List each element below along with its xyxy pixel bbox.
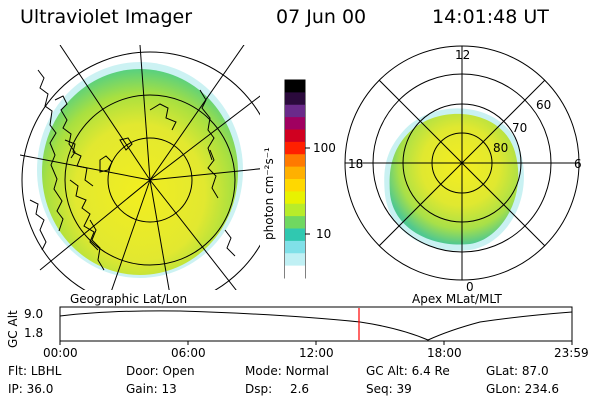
info-glat: GLat: 87.0 <box>486 364 549 378</box>
info-flt: Flt: LBHL <box>8 364 62 378</box>
colorbar-stripe <box>285 141 305 155</box>
info-mode: Mode: Normal <box>245 364 329 378</box>
colorbar-stripe <box>285 203 305 217</box>
colorbar-stripe <box>285 240 305 254</box>
meridian-lines <box>20 45 260 290</box>
info-dsp: Dsp: 2.6 <box>245 382 310 396</box>
altitude-axis-label: GC Alt <box>6 310 20 348</box>
altitude-ytick-9: 9.0 <box>24 307 44 321</box>
coastlines <box>29 69 236 271</box>
info-glon: GLon: 234.6 <box>486 382 559 396</box>
altitude-ytick-1.8: 1.8 <box>24 326 44 340</box>
colorbar-tick-10: 10 <box>316 227 332 241</box>
info-gc-alt: GC Alt: 6.4 Re <box>366 364 450 378</box>
date-label: 07 Jun 00 <box>276 6 367 28</box>
geographic-map <box>20 45 260 290</box>
colorbar-stripe <box>285 265 305 279</box>
mlt-label-18: 18 <box>348 157 364 171</box>
colorbar-tick-100: 100 <box>313 141 336 155</box>
colorbar <box>284 79 310 279</box>
time-label: 14:01:48 UT <box>432 6 549 28</box>
colorbar-stripe <box>285 228 305 242</box>
info-ip: IP: 36.0 <box>8 382 54 396</box>
info-door: Door: Open <box>126 364 195 378</box>
mlat-label-70: 70 <box>512 121 528 135</box>
latitude-circle <box>64 94 236 266</box>
colorbar-stripe <box>285 117 305 130</box>
colorbar-stripe <box>285 191 305 205</box>
colorbar-stripe <box>285 92 305 106</box>
app-title: Ultraviolet Imager <box>20 6 193 28</box>
latitude-circle <box>21 51 260 290</box>
colorbar-unit-label: photon cm⁻²s⁻¹ <box>262 147 276 240</box>
mlt-label-6: 6 <box>574 157 582 171</box>
colorbar-stripe <box>285 80 305 93</box>
altitude-curve <box>59 310 573 341</box>
info-gain: Gain: 13 <box>126 382 177 396</box>
colorbar-stripe <box>285 253 305 267</box>
latitude-circle <box>107 137 193 223</box>
mlat-label-80: 80 <box>493 141 509 155</box>
time-tick-2359: 23:59 <box>554 346 589 360</box>
colorbar-stripe <box>285 129 305 143</box>
colorbar-stripe <box>285 166 305 180</box>
colorbar-stripe <box>285 179 305 192</box>
time-tick-1200: 12:00 <box>299 346 334 360</box>
info-seq: Seq: 39 <box>366 382 412 396</box>
left-map-caption: Geographic Lat/Lon <box>70 292 188 306</box>
mlt-label-12: 12 <box>455 48 471 62</box>
colorbar-stripe <box>285 216 305 229</box>
mlt-label-0: 0 <box>466 280 474 294</box>
magnetic-polar-map <box>344 45 580 281</box>
altitude-plot <box>59 306 573 345</box>
right-map-caption: Apex MLat/MLT <box>412 292 502 306</box>
time-tick-1800: 18:00 <box>427 346 462 360</box>
colorbar-stripe <box>285 154 305 168</box>
mlat-label-60: 60 <box>536 98 552 112</box>
colorbar-stripe <box>285 104 305 118</box>
time-tick-0600: 06:00 <box>171 346 206 360</box>
time-tick-0000: 00:00 <box>43 346 78 360</box>
